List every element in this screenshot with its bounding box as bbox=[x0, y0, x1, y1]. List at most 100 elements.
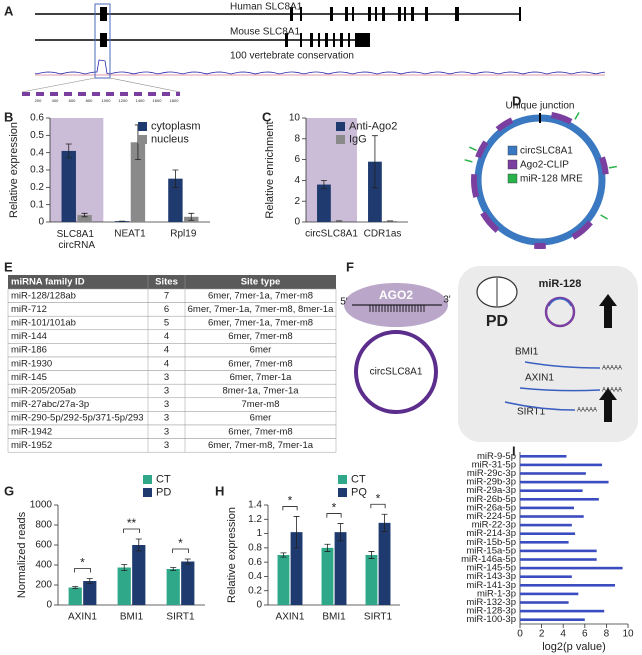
table-cell: miR-1952 bbox=[11, 440, 52, 451]
y-tick-label: miR-214-3p bbox=[466, 528, 516, 539]
table-cell: miR-145 bbox=[11, 372, 47, 383]
y-axis-label: Normalized reads bbox=[16, 511, 28, 598]
ago2-clip-site bbox=[471, 173, 480, 198]
bar bbox=[520, 515, 584, 518]
table-cell: 8mer-1a, 7mer-1a bbox=[222, 386, 299, 397]
y-tick-label: 1 bbox=[256, 528, 262, 539]
table-header-bg bbox=[8, 275, 336, 289]
table-cell: 4 bbox=[164, 345, 169, 356]
error-bar bbox=[121, 564, 128, 571]
table-cell: 4 bbox=[164, 358, 169, 369]
table-cell: 6mer bbox=[250, 413, 272, 424]
disease-background bbox=[458, 266, 638, 442]
x-tick-label: SIRT1 bbox=[166, 612, 195, 623]
ago2-clip-site bbox=[495, 117, 514, 132]
table-header: Sites bbox=[155, 277, 178, 288]
bar bbox=[117, 567, 131, 605]
exon bbox=[355, 33, 370, 47]
zoom-tick-label: 200 bbox=[35, 98, 42, 103]
error-bar bbox=[172, 169, 179, 188]
legend-label: CT bbox=[351, 473, 366, 485]
zoom-tick-label: 400 bbox=[52, 98, 59, 103]
bar bbox=[520, 609, 605, 613]
error-bar bbox=[280, 552, 287, 558]
legend-swatch bbox=[336, 122, 345, 131]
table-cell: 3 bbox=[164, 426, 169, 437]
y-tick-label: miR-31-5p bbox=[472, 459, 516, 470]
mirna-arc bbox=[548, 298, 572, 307]
significance-bracket bbox=[74, 568, 91, 573]
error-bar bbox=[337, 523, 344, 542]
table-cell: 6mer, 7mer-m8 bbox=[228, 331, 292, 342]
y-tick-label: miR-9-5p bbox=[477, 451, 516, 462]
exon bbox=[300, 33, 302, 47]
legend-label: PD bbox=[156, 486, 171, 498]
significance-bracket bbox=[172, 548, 189, 553]
table-cell: 3 bbox=[164, 440, 169, 451]
y-tick-label: miR-224-5p bbox=[466, 511, 516, 522]
disease-label: PD bbox=[486, 313, 508, 330]
y-tick-label: 0.8 bbox=[248, 542, 262, 553]
three-prime: 3' bbox=[443, 295, 451, 306]
x-tick-label: AXIN1 bbox=[276, 612, 305, 623]
error-bar bbox=[368, 551, 375, 559]
exon bbox=[290, 7, 293, 21]
zoom-line bbox=[21, 77, 96, 93]
x-tick-label: 10 bbox=[622, 629, 634, 640]
x-tick-label: 6 bbox=[582, 629, 588, 640]
exon bbox=[340, 33, 343, 47]
y-tick-label: miR-132-3p bbox=[466, 597, 516, 608]
y-tick-label: 10 bbox=[289, 113, 301, 124]
bar bbox=[368, 161, 382, 222]
x-tick-label: CDR1as bbox=[364, 229, 402, 240]
exon bbox=[352, 7, 354, 21]
bar bbox=[520, 575, 572, 578]
panel-label: H bbox=[215, 483, 224, 498]
exon bbox=[348, 33, 350, 47]
ago2-clip-site bbox=[480, 211, 500, 233]
error-bar bbox=[72, 586, 79, 589]
exon bbox=[100, 7, 105, 21]
x-tick-label: BMI1 bbox=[322, 612, 346, 623]
table-header: Site type bbox=[241, 277, 281, 288]
legend-swatch bbox=[143, 488, 152, 497]
bar bbox=[77, 215, 92, 222]
legend-swatch bbox=[338, 488, 347, 497]
y-tick-label: miR-29b-3p bbox=[466, 477, 516, 488]
table-row bbox=[7, 438, 337, 453]
mre-site bbox=[600, 214, 608, 220]
bar bbox=[277, 555, 290, 605]
zoom-tick-label: 1600 bbox=[153, 98, 163, 103]
bar bbox=[520, 566, 623, 570]
y-tick-label: 0.2 bbox=[248, 585, 262, 596]
table-cell: 3 bbox=[164, 372, 169, 383]
error-bar bbox=[320, 180, 327, 190]
up-arrow bbox=[599, 294, 617, 328]
track-label: 100 vertebrate conservation bbox=[230, 51, 354, 62]
panel-label: G bbox=[4, 483, 14, 498]
exon bbox=[333, 33, 335, 47]
y-tick-label: 0 bbox=[294, 217, 300, 228]
exon bbox=[104, 7, 107, 21]
table-cell: miR-205/205ab bbox=[11, 386, 76, 397]
exon bbox=[318, 33, 320, 47]
table-cell: miR-186 bbox=[11, 345, 47, 356]
bar bbox=[365, 555, 378, 605]
junction-label: Unique junction bbox=[506, 101, 575, 112]
table-cell: 6mer, 7mer-1a bbox=[230, 372, 292, 383]
panel-label: E bbox=[4, 259, 13, 274]
error-bar bbox=[65, 143, 72, 159]
exon bbox=[404, 7, 406, 21]
bar bbox=[520, 489, 583, 492]
mrna-strand bbox=[524, 361, 601, 369]
x-tick-label: Rpl19 bbox=[170, 229, 197, 240]
legend-label: IgG bbox=[349, 133, 367, 145]
zoom-tick-label: 1400 bbox=[136, 98, 146, 103]
y-tick-label: 800 bbox=[35, 520, 52, 531]
bar bbox=[334, 532, 347, 605]
error-bar bbox=[293, 516, 300, 549]
table-header: miRNA family ID bbox=[11, 277, 85, 288]
table-cell: 6 bbox=[164, 304, 169, 315]
y-tick-label: 1000 bbox=[30, 500, 53, 511]
ago2-clip-site bbox=[550, 112, 573, 125]
